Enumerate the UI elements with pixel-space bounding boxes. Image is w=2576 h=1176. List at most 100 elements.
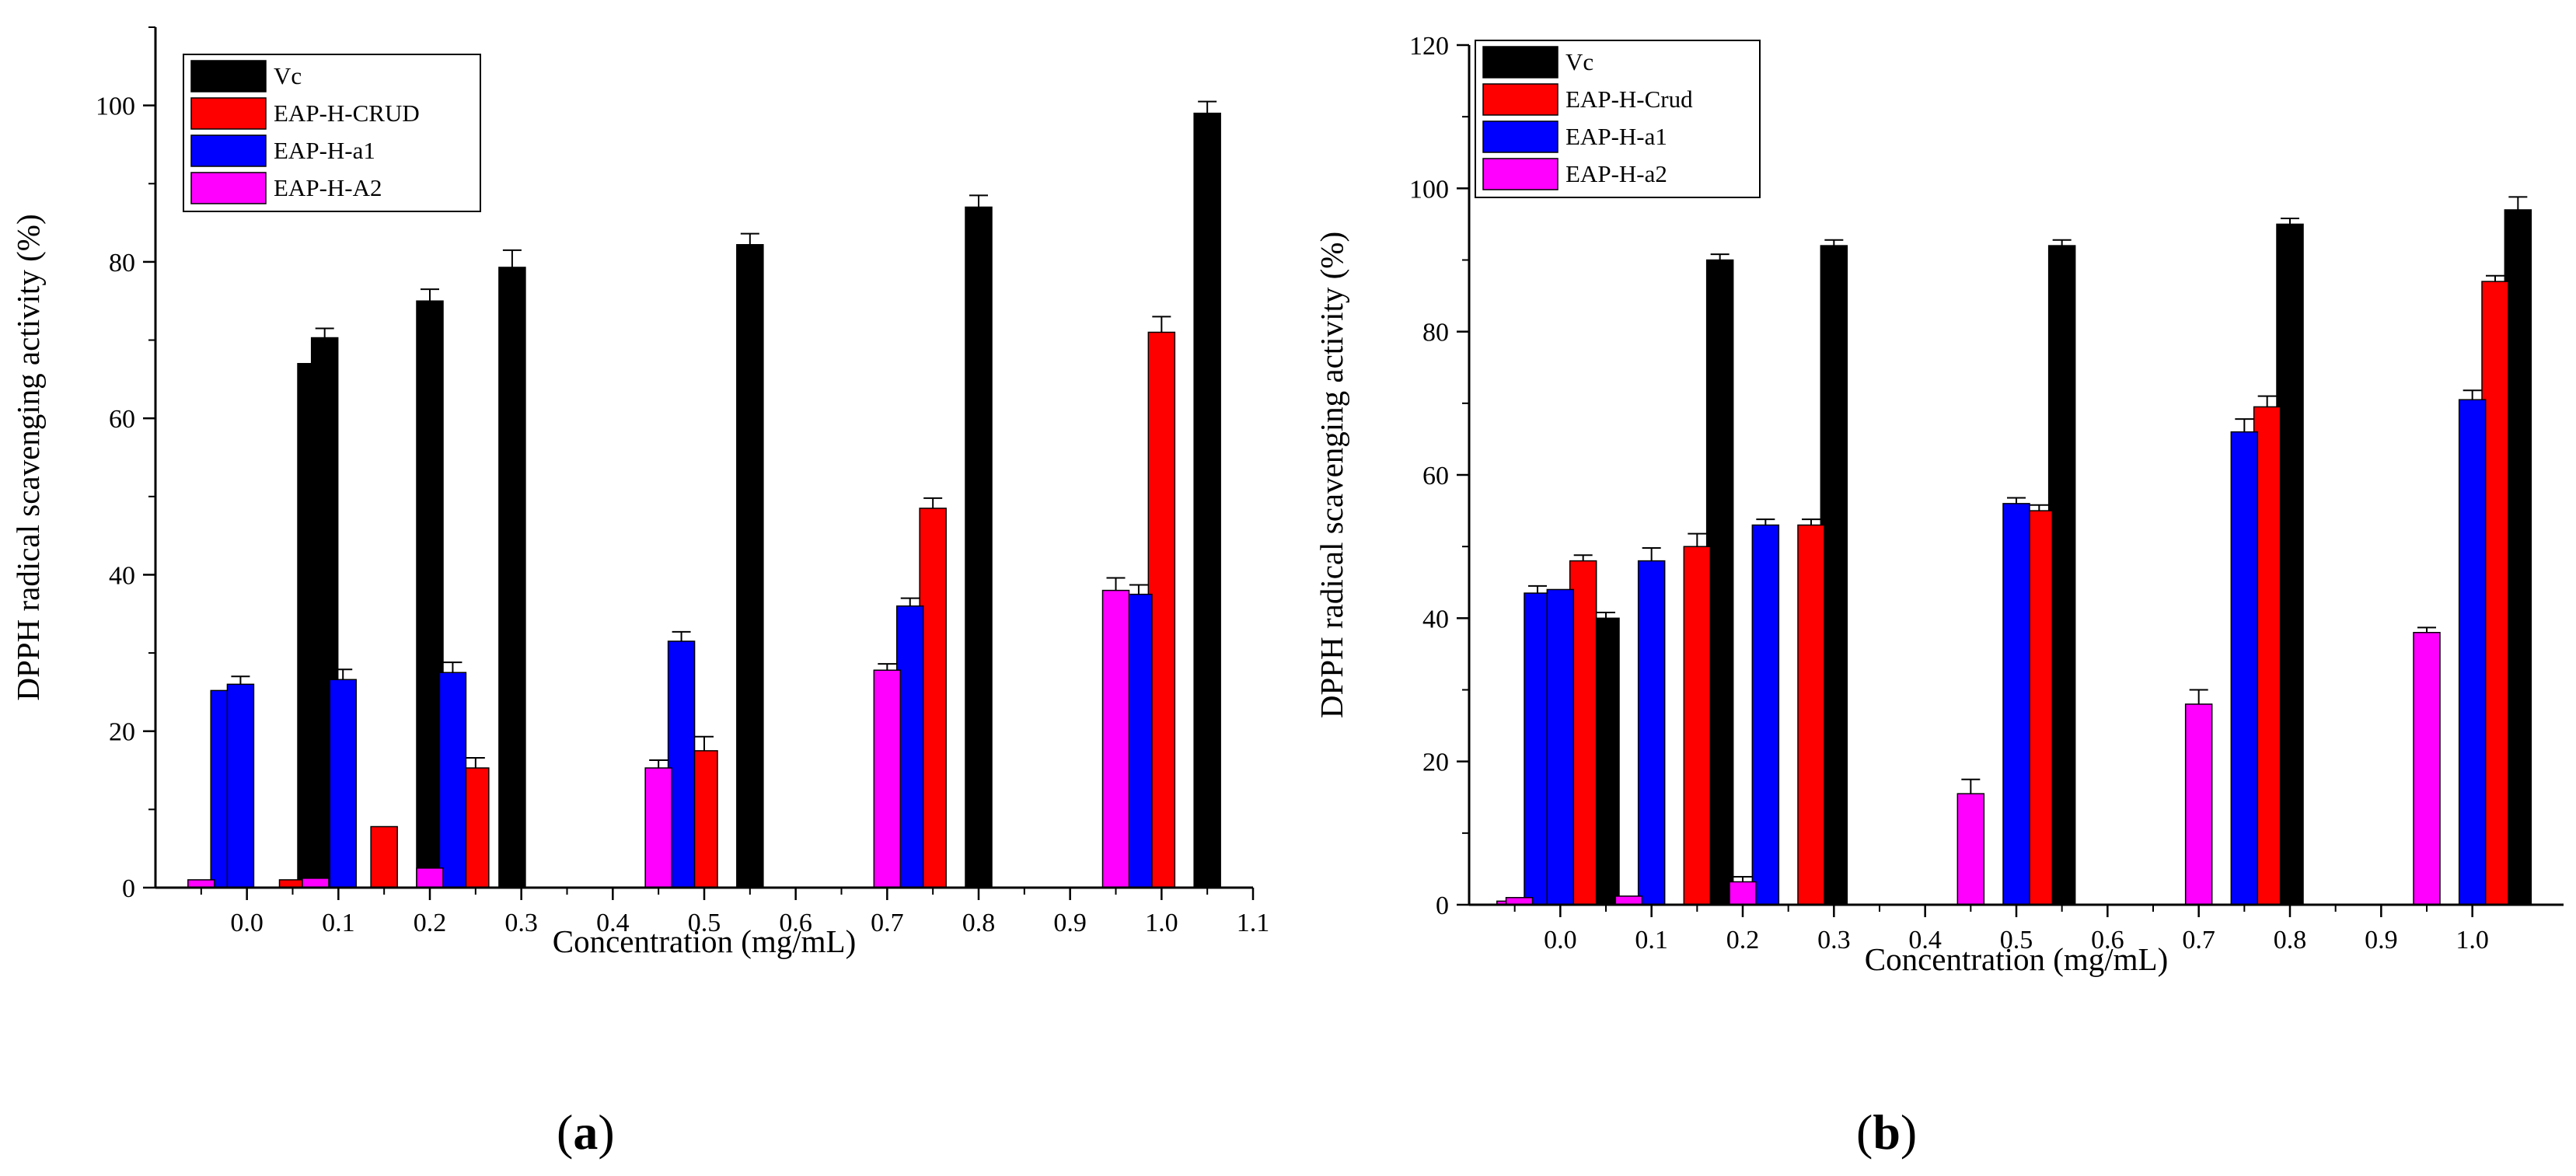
panel-a-letter: a (573, 1104, 598, 1160)
chart-b-errorbar-eap-h-a1-4 (2007, 497, 2026, 504)
chart-b-ytick-label-1: 20 (1422, 749, 1449, 777)
chart-b-bar-eap-h-crud-5 (2253, 406, 2281, 906)
chart-a-bar-eap-h-crud-3 (690, 750, 718, 888)
chart-a-errorbar-vc-1 (315, 327, 334, 338)
chart-a-errorbar-eap-h-a1-6 (1129, 584, 1148, 595)
chart-a-errorbar-eap-h-a1-2 (333, 668, 353, 680)
chart-b-xtick-label-4: 0.4 (1908, 926, 1942, 954)
chart-a-ytick-label-1: 20 (109, 718, 135, 747)
chart-b-errorbar-vc-5 (2508, 196, 2528, 210)
chart-a-legend-label-3: EAP-H-A2 (274, 174, 382, 201)
chart-b-bar-eap-h-a2-4 (1956, 793, 1985, 906)
chart-a-ytick-label-4: 80 (109, 249, 135, 277)
chart-a-xtick-label-7: 0.7 (871, 909, 904, 937)
chart-b-ytick-label-2: 40 (1422, 605, 1449, 633)
chart-b-legend-label-2: EAP-H-a1 (1565, 123, 1667, 150)
panel-a-close: ) (598, 1104, 614, 1160)
chart-b-bar-eap-h-a2-2 (1614, 895, 1643, 906)
chart-a-bar-eap-h-a2-1 (302, 878, 330, 888)
chart-a-errorbar-eap-h-a2-3 (649, 759, 668, 769)
chart-b-errorbar-eap-h-crud-5 (2257, 395, 2277, 407)
chart-a-bar-eap-h-a1-1 (226, 683, 255, 888)
chart-b-errorbar-eap-h-a2-4 (1961, 778, 1981, 794)
chart-b-ytick-label-5: 100 (1409, 175, 1449, 204)
chart-a-xtick-label-9: 0.9 (1053, 909, 1087, 937)
chart-b-errorbar-eap-h-a1-6 (2463, 389, 2482, 400)
chart-a-ytick-label-3: 60 (109, 405, 135, 434)
chart-a-bar-eap-h-crud-4 (919, 508, 947, 888)
chart-a-legend-label-0: Vc (274, 62, 302, 89)
chart-b-errorbar-eap-h-a2-3 (1733, 876, 1752, 882)
chart-a-legend-swatch-0 (190, 60, 267, 92)
chart-a-errorbar-eap-h-a1-5 (900, 597, 920, 606)
chart-b-errorbar-eap-h-crud-4 (2030, 504, 2049, 511)
chart-b-ytick-label-6: 120 (1409, 32, 1449, 61)
chart-a-bar-eap-h-crud-1 (370, 825, 398, 888)
chart-b-bar-vc-3 (2047, 245, 2076, 906)
chart-b-bar-eap-h-crud-3 (1797, 524, 1825, 906)
chart-a-errorbar-vc-4 (740, 232, 759, 245)
chart-b-legend-swatch-2 (1482, 120, 1559, 153)
chart-a-xtick-label-1: 0.1 (322, 909, 355, 937)
chart-b-bar-eap-h-a2-5 (2184, 703, 2213, 906)
chart-a-errorbar-eap-h-a1-1 (231, 675, 250, 685)
chart-a-xtick-label-5: 0.5 (688, 909, 721, 937)
chart-b-bar-eap-h-crud-1 (1569, 560, 1597, 906)
panel-a-open: ( (557, 1104, 573, 1160)
chart-b-errorbar-eap-h-a2-5 (2189, 689, 2208, 704)
chart-b: 0 20 40 60 80 100 120 0.0 0.1 0.2 0.3 0.4 0.5 0.6 0.7 0… (1314, 32, 2564, 977)
chart-a-xtick-label-8: 0.8 (962, 909, 996, 937)
chart-a-errorbar-eap-h-crud-3 (695, 735, 714, 751)
chart-b-xtick-label-10: 1.0 (2456, 926, 2489, 954)
chart-a-bar-vc-6 (1193, 112, 1221, 888)
chart-b-bar-eap-h-a1-3 (1751, 524, 1780, 906)
chart-b-xtick-label-3: 0.3 (1817, 926, 1851, 954)
chart-b-errorbar-eap-h-crud-2 (1688, 532, 1707, 547)
chart-a-bar-vc-3 (498, 267, 526, 888)
chart-a-bar-eap-h-a2-4 (873, 669, 902, 888)
chart-a-xtick-label-11: 1.1 (1237, 909, 1270, 937)
chart-a-xtick-label-10: 1.0 (1145, 909, 1178, 937)
chart-b-xtick-label-2: 0.2 (1726, 926, 1760, 954)
chart-a-ytick-label-2: 40 (109, 561, 135, 590)
chart-b-errorbar-eap-h-crud-1 (1573, 554, 1593, 561)
chart-b-errorbar-eap-h-a2-6 (2417, 626, 2436, 633)
chart-a-bar-vc-5 (965, 206, 993, 888)
chart-b-xtick-label-8: 0.8 (2274, 926, 2307, 954)
chart-b-ytick-label-3: 60 (1422, 462, 1449, 490)
chart-a-bar-eap-h-a2-3 (644, 767, 672, 888)
chart-a-y-axis-title: DPPH radical scavenging activity (%) (10, 214, 46, 700)
chart-b-errorbar-eap-h-a1-0 (1528, 585, 1547, 594)
panel-b-open: ( (1856, 1104, 1873, 1160)
chart-b-xtick-label-9: 0.9 (2365, 926, 2398, 954)
chart-a-errorbar-eap-h-a2-4 (878, 663, 897, 671)
chart-a-bar-eap-h-a1-3 (438, 672, 467, 888)
chart-b-errorbar-vc-3 (2052, 239, 2072, 246)
chart-a-bar-eap-h-a1-4 (667, 640, 696, 888)
chart-a-legend-label-1: EAP-H-CRUD (274, 99, 420, 127)
chart-b-errorbar-eap-h-crud-6 (2486, 274, 2504, 282)
chart-b-legend-swatch-3 (1482, 158, 1559, 190)
chart-b-errorbar-eap-h-crud-3 (1802, 518, 1820, 525)
chart-a-xtick-label-0: 0.0 (230, 909, 264, 937)
chart-a-errorbar-eap-h-crud-5 (1152, 316, 1171, 333)
chart-a-errorbar-eap-h-crud-2 (466, 756, 485, 769)
chart-a-legend-swatch-3 (190, 172, 267, 204)
chart-b-bar-eap-h-a1-5 (2230, 431, 2259, 906)
chart-b-errorbar-eap-h-a1-5 (2235, 418, 2254, 432)
chart-b-bar-eap-h-a1-6 (2458, 399, 2487, 906)
chart-b-bar-eap-h-a2-3 (1729, 881, 1757, 906)
chart-a-x-axis-title: Concentration (mg/mL) (553, 923, 857, 959)
chart-b-xtick-label-5: 0.5 (2000, 926, 2033, 954)
chart-b-errorbar-eap-h-a1-2 (1642, 547, 1661, 561)
chart-b-bar-eap-h-a1-1 (1546, 588, 1575, 906)
chart-b-bar-eap-h-a1-2 (1637, 560, 1666, 906)
chart-a-xtick-label-3: 0.3 (504, 909, 538, 937)
panel-b-letter: b (1873, 1104, 1901, 1160)
chart-b-legend-label-0: Vc (1565, 48, 1593, 75)
chart-a-bar-eap-h-a1-2 (329, 679, 357, 888)
chart-b-bar-eap-h-crud-2 (1683, 546, 1712, 906)
chart-a-ytick-label-5: 100 (96, 92, 135, 121)
chart-a-ytick-label-0: 0 (122, 874, 135, 903)
